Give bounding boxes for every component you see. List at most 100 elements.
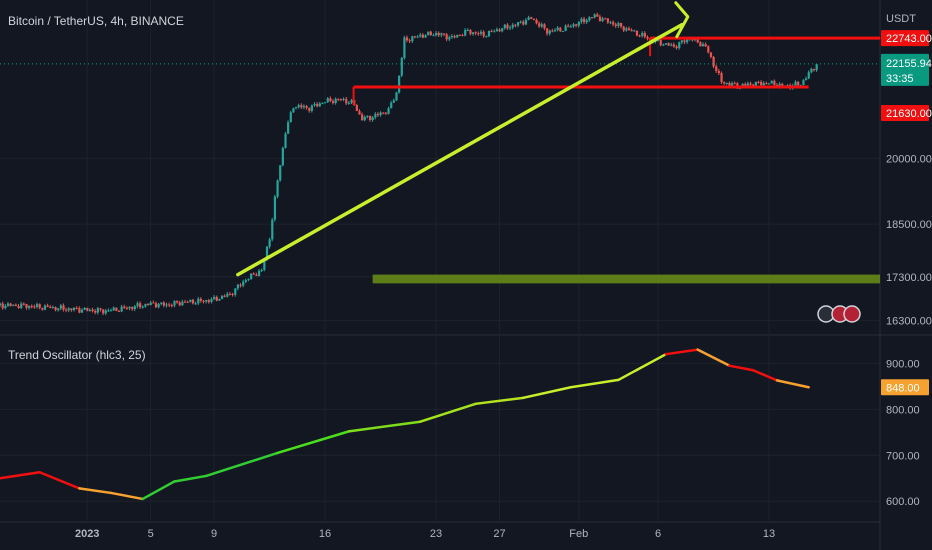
candle-body [620, 23, 623, 27]
osc-last-value-bg [881, 379, 929, 396]
candle-body [38, 304, 41, 308]
candle-body [294, 107, 298, 109]
candle-body [342, 98, 345, 100]
candle-body [170, 305, 173, 307]
trend-arrow-head [674, 1, 690, 39]
candle-body [46, 305, 49, 307]
candle-body [281, 147, 284, 166]
candle-body [559, 27, 562, 32]
oscillator-segment [728, 364, 755, 372]
candle-body [128, 306, 131, 309]
oscillator-segment [141, 480, 176, 501]
candle-body [83, 307, 86, 310]
candle-body [585, 20, 588, 23]
candle-body [273, 196, 277, 220]
candle-body [435, 32, 438, 36]
trendline [236, 1, 690, 277]
candle-body [487, 30, 491, 37]
candle-body [289, 112, 292, 123]
candle-body [96, 308, 99, 313]
candle-body [80, 309, 84, 313]
candle-body [374, 114, 377, 118]
candle-body [276, 180, 279, 197]
candle-body [120, 306, 123, 312]
oscillator-segment [696, 348, 731, 367]
candle-body [577, 21, 580, 26]
candle-body [799, 84, 802, 86]
candle-body [686, 39, 689, 43]
candle-body [149, 302, 152, 306]
candle-body [432, 35, 435, 37]
candle-body [403, 37, 406, 59]
candle-body [49, 306, 52, 308]
candle-body [741, 83, 744, 87]
candle-body [268, 239, 271, 247]
candle-body [519, 21, 522, 23]
candle-body [316, 103, 319, 107]
candle-body [168, 304, 171, 306]
candle-body [400, 58, 403, 76]
candle-body [355, 105, 358, 111]
candle-body [4, 305, 7, 309]
candle-body [202, 300, 205, 302]
candle-body [368, 115, 372, 121]
candle-body [540, 24, 543, 27]
candle-body [228, 293, 232, 295]
oscillator-segment [775, 379, 810, 389]
candle-body [672, 44, 676, 47]
badge-icons [817, 305, 861, 323]
candle-body [720, 73, 723, 83]
candle-body [527, 17, 530, 20]
candle-body [99, 308, 102, 310]
candle-body [731, 83, 734, 86]
candle-body [670, 44, 673, 46]
candle-body [548, 30, 551, 34]
oscillator-line [0, 348, 810, 501]
candle-body [107, 310, 110, 312]
last-price-label: 22155.94 [886, 58, 932, 70]
candle-body [458, 34, 462, 36]
candle-body [683, 40, 686, 43]
candle-body [144, 303, 147, 307]
candle-body [524, 19, 528, 25]
candle-body [408, 40, 411, 42]
candle-body [797, 81, 800, 86]
candle-body [173, 300, 176, 306]
candle-body [474, 32, 477, 34]
osc-tick-label: 800.00 [886, 404, 920, 416]
oscillator-segment [418, 402, 477, 423]
candle-body [324, 102, 327, 104]
candle-body [643, 33, 647, 37]
candle-body [86, 307, 89, 311]
x-tick-label: 2023 [75, 528, 99, 540]
candle-body [117, 310, 121, 312]
candle-body [218, 299, 221, 301]
candle-body [516, 22, 520, 26]
candle-body [416, 36, 419, 38]
candle-body [223, 295, 226, 297]
candle-body [583, 18, 586, 23]
currency-label: USDT [886, 13, 916, 25]
oscillator-segment [521, 386, 573, 400]
candle-body [678, 42, 681, 49]
candle-body [530, 17, 533, 19]
candle-body [445, 34, 448, 40]
level-label-high-bg [881, 30, 929, 47]
candle-body [181, 301, 184, 306]
candle-body [260, 269, 263, 271]
candle-body [131, 306, 134, 310]
candle-body [0, 303, 2, 306]
candle-body [680, 40, 684, 43]
candle-body [437, 32, 440, 36]
candle-body [575, 24, 578, 26]
candle-body [561, 31, 565, 33]
candle-body [754, 81, 757, 87]
candle-body [305, 106, 308, 108]
trend-line [236, 22, 684, 277]
candle-body [704, 44, 707, 47]
oscillator-segment [109, 491, 144, 501]
candle-body [22, 303, 25, 305]
candle-body [812, 69, 816, 71]
candle-body [387, 108, 390, 114]
